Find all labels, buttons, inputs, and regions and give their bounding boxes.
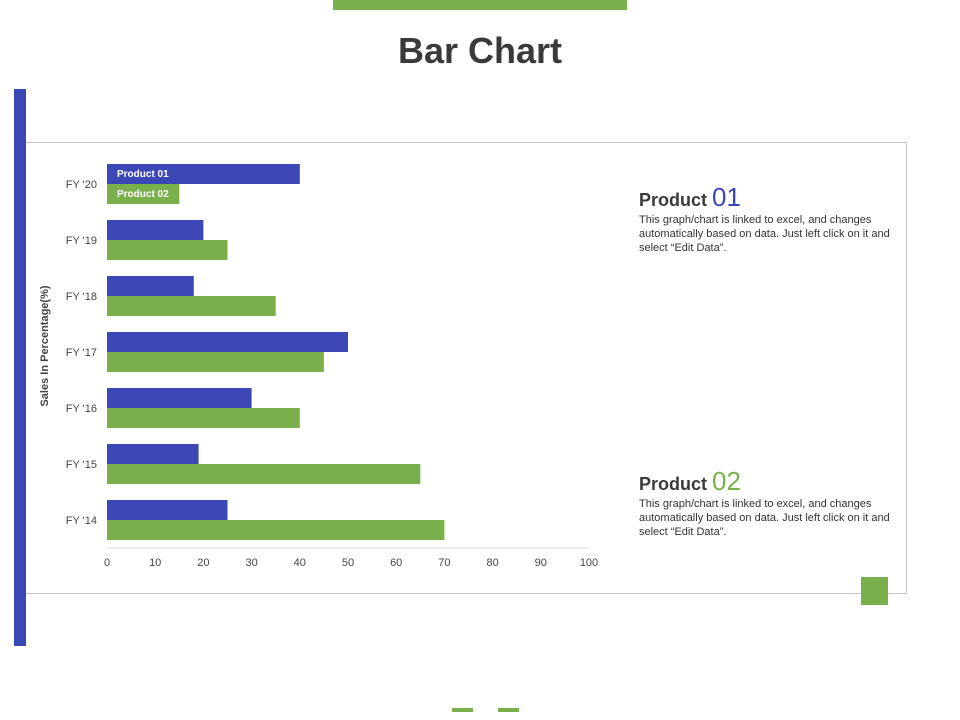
bottom-dash-right [498,708,519,712]
x-tick-label: 30 [245,557,257,569]
left-accent-bar [14,89,26,646]
corner-accent-square [861,577,888,605]
x-tick-label: 100 [580,557,598,569]
y-axis-label: Sales In Percentage(%) [39,285,51,406]
product-01-text: This graph/chart is linked to excel, and… [639,214,890,254]
product-02-description: Product 02 This graph/chart is linked to… [639,466,909,539]
x-tick-label: 60 [390,557,402,569]
bottom-dash-left [452,708,473,712]
bar-2-4 [107,408,300,428]
bar-2-2 [107,296,276,316]
bar-1-4 [107,388,252,408]
legend-label-2: Product 02 [117,189,169,200]
product-01-description: Product 01 This graph/chart is linked to… [639,182,909,255]
x-tick-label: 40 [294,557,306,569]
chart-bars [107,164,445,540]
bar-1-3 [107,332,348,352]
bar-1-1 [107,220,204,240]
bar-2-3 [107,352,324,372]
x-tick-labels: 0 10 20 30 40 50 60 70 80 90 100 [104,557,598,569]
category-label: FY '20 [66,179,97,191]
bar-2-6 [107,520,445,540]
legend-label-1: Product 01 [117,169,169,180]
chart-legend: Product 01 Product 02 [117,169,169,200]
product-02-number: 02 [712,466,741,496]
x-tick-label: 70 [438,557,450,569]
page-title: Bar Chart [397,30,563,71]
product-01-number: 01 [712,182,741,212]
category-label: FY '17 [66,347,97,359]
bar-1-6 [107,500,228,520]
product-01-label: Product [639,190,708,210]
x-tick-label: 90 [535,557,547,569]
category-label: FY '15 [66,459,97,471]
bar-1-2 [107,276,194,296]
category-label: FY '19 [66,235,97,247]
category-label: FY '14 [66,515,97,527]
category-label: FY '16 [66,403,97,415]
x-tick-label: 0 [104,557,110,569]
x-tick-label: 20 [197,557,209,569]
bar-2-0 [107,184,180,204]
bar-2-5 [107,464,421,484]
product-02-heading: Product 02 [639,466,909,496]
product-01-heading: Product 01 [639,182,909,212]
bar-1-5 [107,444,199,464]
bar-2-1 [107,240,228,260]
x-tick-label: 80 [486,557,498,569]
chart-panel [26,142,907,594]
top-accent-bar [333,0,627,10]
bar-1-0 [107,164,300,184]
category-labels: FY '20 FY '19 FY '18 FY '17 FY '16 FY '15 FY '… [66,179,97,527]
product-02-label: Product [639,474,708,494]
product-02-text: This graph/chart is linked to excel, and… [639,498,890,538]
x-tick-label: 50 [342,557,354,569]
category-label: FY '18 [66,291,97,303]
x-tick-label: 10 [149,557,161,569]
